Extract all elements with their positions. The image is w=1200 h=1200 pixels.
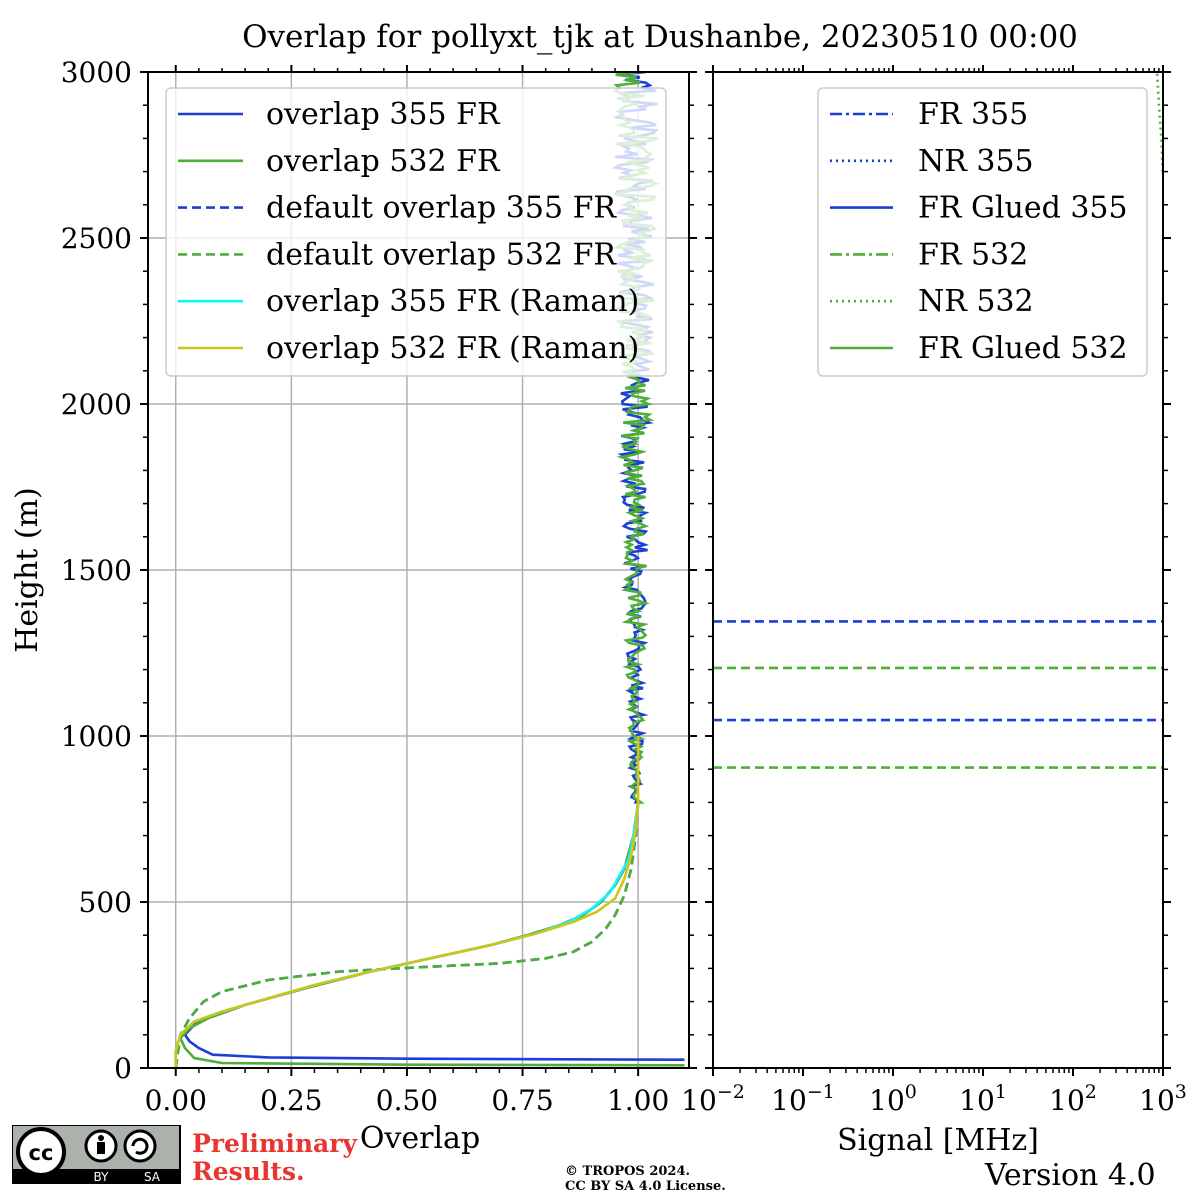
copyright-line1: © TROPOS 2024.: [565, 1164, 691, 1179]
x-axis-label-overlap: Overlap: [360, 1121, 480, 1156]
ytick-label-4: 2000: [61, 388, 132, 421]
cc-by-sa-badge: cc BY SA: [11, 1124, 182, 1189]
log-tick-label-2: 100: [869, 1081, 917, 1117]
log-tick-label-1: 10−1: [771, 1081, 835, 1117]
xtick-label-0: 0.00: [145, 1084, 207, 1117]
log-tick-label-5: 103: [1139, 1081, 1187, 1117]
cc-icon: [16, 1127, 66, 1177]
legend-label-1: overlap 532 FR: [266, 144, 501, 179]
legend-right: FR 355 NR 355 FR Glued 355 FR 532 NR 532 FR G…: [817, 87, 1148, 377]
overlap-panel: 0.00 0.25 0.50 0.75 1.00 0 500 1000 1500 2000 2500…: [61, 56, 697, 1117]
ytick-label-1: 500: [79, 886, 132, 919]
line-default-overlap-532-fr: [174, 802, 640, 1068]
ytick-label-5: 2500: [61, 222, 132, 255]
xtick-label-1: 0.25: [260, 1084, 322, 1117]
signal-panel: 10−2 10−1 100 101 102 103 FR 355 NR 355 FR Glued…: [681, 65, 1187, 1117]
xtick-label-4: 1.00: [607, 1084, 669, 1117]
sa-label: SA: [144, 1170, 161, 1184]
sa-icon: [123, 1129, 157, 1163]
signal-legend-label-0: FR 355: [918, 97, 1028, 132]
cc-text: cc: [29, 1141, 54, 1165]
preliminary-line1: Preliminary: [192, 1129, 357, 1158]
x-axis-label-signal: Signal [MHz]: [837, 1123, 1039, 1158]
signal-legend-label-2: FR Glued 355: [918, 191, 1128, 226]
copyright-note: © TROPOS 2024. CC BY SA 4.0 License.: [565, 1164, 726, 1194]
xtick-label-3: 0.75: [491, 1084, 553, 1117]
legend-label-2: default overlap 355 FR: [266, 191, 617, 226]
ytick-label-2: 1000: [61, 720, 132, 753]
xtick-label-2: 0.50: [376, 1084, 438, 1117]
preliminary-note: Preliminary Results.: [192, 1130, 357, 1186]
line-overlap-532-fr-raman-: [174, 736, 640, 1068]
legend-label-4: overlap 355 FR (Raman): [266, 284, 639, 319]
ytick-label-6: 3000: [61, 56, 132, 89]
signal-legend-label-5: FR Glued 532: [918, 331, 1128, 366]
signal-legend-label-1: NR 355: [918, 144, 1034, 179]
preliminary-line2: Results.: [192, 1157, 305, 1186]
signal-legend-label-3: FR 532: [918, 237, 1028, 272]
copyright-line2: CC BY SA 4.0 License.: [565, 1179, 726, 1194]
ytick-label-3: 1500: [61, 554, 132, 587]
log-tick-label-0: 10−2: [681, 1081, 745, 1117]
legend-left: overlap 355 FR overlap 532 FR default over…: [165, 87, 667, 377]
signal-legend-label-4: NR 532: [918, 284, 1034, 319]
legend-label-5: overlap 532 FR (Raman): [266, 331, 639, 366]
legend-label-3: default overlap 532 FR: [266, 237, 617, 272]
log-tick-label-3: 101: [959, 1081, 1007, 1117]
by-label: BY: [94, 1170, 110, 1184]
legend-label-0: overlap 355 FR: [266, 97, 501, 132]
ytick-label-0: 0: [114, 1052, 132, 1085]
log-tick-label-4: 102: [1049, 1081, 1097, 1117]
signal-line-4: [1155, 72, 1163, 172]
chart-title: Overlap for pollyxt_tjk at Dushanbe, 202…: [242, 19, 1078, 55]
version-label: Version 4.0: [985, 1158, 1156, 1193]
y-axis-label: Height (m): [10, 487, 45, 652]
